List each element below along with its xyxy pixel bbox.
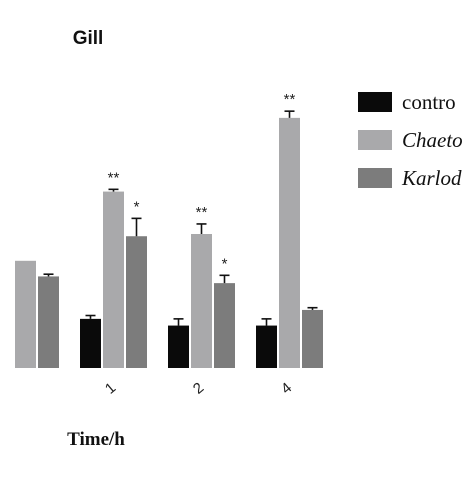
bar bbox=[279, 117, 300, 368]
bar bbox=[256, 325, 277, 368]
significance-label: ** bbox=[196, 204, 208, 221]
significance-label: * bbox=[134, 198, 140, 215]
bar bbox=[214, 283, 235, 368]
legend: contro Chaeto Karlod bbox=[358, 90, 463, 190]
bar bbox=[126, 236, 147, 368]
legend-label: Chaeto bbox=[402, 128, 463, 152]
bar bbox=[191, 234, 212, 368]
legend-swatch bbox=[358, 130, 392, 150]
significance-label: ** bbox=[284, 91, 296, 108]
bar bbox=[302, 309, 323, 368]
bar bbox=[80, 318, 101, 368]
bar bbox=[168, 325, 189, 368]
bar bbox=[15, 260, 36, 368]
chart-title: Gill bbox=[73, 28, 104, 49]
bars-layer: *** ***** bbox=[15, 91, 323, 368]
significance-label: * bbox=[222, 255, 228, 272]
x-tick-label: 2 bbox=[190, 379, 207, 397]
x-axis-label: Time/h bbox=[67, 429, 125, 450]
x-ticks-layer: 1 2 4 bbox=[102, 379, 295, 397]
legend-label: Karlod bbox=[401, 166, 462, 190]
significance-label: ** bbox=[108, 169, 120, 186]
bar bbox=[103, 191, 124, 368]
legend-swatch bbox=[358, 168, 392, 188]
bar bbox=[38, 276, 59, 368]
legend-swatch bbox=[358, 92, 392, 112]
x-tick-label: 4 bbox=[278, 379, 295, 397]
x-tick-label: 1 bbox=[102, 379, 119, 397]
legend-label: contro bbox=[402, 90, 456, 114]
